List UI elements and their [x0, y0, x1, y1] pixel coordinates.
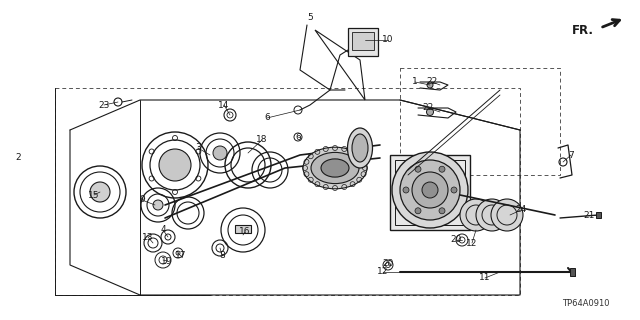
Circle shape	[426, 108, 433, 116]
Text: 15: 15	[88, 190, 100, 199]
Bar	[596, 212, 601, 218]
Ellipse shape	[311, 152, 359, 184]
Circle shape	[415, 166, 421, 172]
Text: 12: 12	[378, 268, 388, 276]
Circle shape	[476, 199, 508, 231]
Text: 3: 3	[195, 143, 201, 153]
Circle shape	[392, 152, 468, 228]
Bar	[395, 160, 465, 225]
Text: 8: 8	[219, 251, 225, 260]
Text: 4: 4	[160, 226, 166, 235]
Circle shape	[412, 172, 448, 208]
Text: 5: 5	[307, 13, 313, 22]
Ellipse shape	[352, 134, 368, 162]
Circle shape	[439, 208, 445, 214]
Bar	[55, 88, 520, 295]
Bar	[352, 32, 374, 50]
Text: 1: 1	[412, 77, 418, 86]
Circle shape	[415, 208, 421, 214]
Bar	[400, 68, 560, 175]
Text: 24: 24	[515, 205, 527, 214]
Circle shape	[439, 166, 445, 172]
Text: 18: 18	[256, 135, 268, 145]
Circle shape	[153, 200, 163, 210]
Text: 10: 10	[382, 36, 394, 44]
Text: 19: 19	[161, 257, 173, 266]
Text: FR.: FR.	[572, 23, 594, 36]
Text: 17: 17	[175, 252, 187, 260]
Bar	[390, 155, 470, 230]
Bar	[235, 225, 251, 233]
Circle shape	[491, 199, 523, 231]
Text: 22: 22	[422, 103, 434, 113]
Circle shape	[422, 182, 438, 198]
Text: 16: 16	[239, 228, 251, 236]
Circle shape	[400, 160, 460, 220]
Text: 20: 20	[451, 236, 461, 244]
Ellipse shape	[321, 159, 349, 177]
Text: 6: 6	[264, 114, 270, 123]
Text: 12: 12	[467, 238, 477, 247]
Ellipse shape	[303, 147, 367, 189]
Text: 6: 6	[295, 132, 301, 141]
Text: 13: 13	[142, 233, 154, 242]
Text: 11: 11	[479, 274, 491, 283]
Circle shape	[460, 199, 492, 231]
Text: 22: 22	[426, 77, 438, 86]
Text: 2: 2	[15, 154, 21, 163]
Circle shape	[213, 146, 227, 160]
Bar	[570, 268, 575, 276]
Ellipse shape	[348, 128, 372, 168]
Text: 7: 7	[568, 150, 574, 159]
Circle shape	[159, 149, 191, 181]
Text: 14: 14	[218, 100, 230, 109]
Circle shape	[451, 187, 457, 193]
Text: 23: 23	[99, 100, 109, 109]
Text: TP64A0910: TP64A0910	[563, 299, 610, 308]
Text: 21: 21	[583, 211, 595, 220]
Circle shape	[427, 82, 433, 88]
Bar	[348, 28, 378, 56]
Text: 20: 20	[382, 259, 394, 268]
Text: 9: 9	[139, 196, 145, 204]
Circle shape	[90, 182, 110, 202]
Circle shape	[403, 187, 409, 193]
